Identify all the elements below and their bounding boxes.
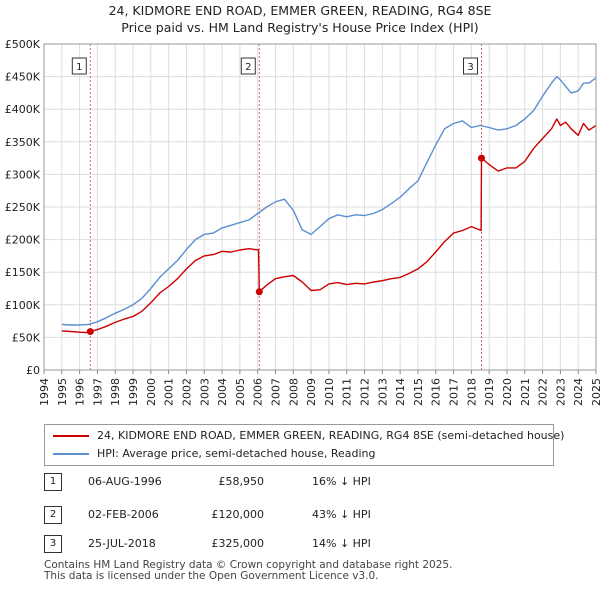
x-tick-label: 1994 <box>38 378 51 406</box>
sale-point <box>478 154 486 162</box>
x-tick-label: 2019 <box>483 378 496 406</box>
x-tick-label: 2008 <box>287 378 300 406</box>
x-tick-label: 2020 <box>501 378 514 406</box>
x-tick-label: 2003 <box>198 378 211 406</box>
x-tick-label: 1995 <box>56 378 69 406</box>
x-tick-label: 2012 <box>359 378 372 406</box>
transaction-price: £120,000 <box>211 508 265 521</box>
x-tick-label: 2023 <box>554 378 567 406</box>
legend-label-hpi: HPI: Average price, semi-detached house,… <box>97 447 376 460</box>
transaction-hpi: 43% ↓ HPI <box>312 508 371 521</box>
x-tick-label: 2004 <box>216 378 229 406</box>
x-tick-label: 2005 <box>234 378 247 406</box>
transaction-price: £325,000 <box>211 537 265 550</box>
x-tick-label: 2000 <box>145 378 158 406</box>
legend-swatch-property <box>53 435 89 437</box>
x-tick-label: 2021 <box>519 378 532 406</box>
x-tick-label: 2018 <box>465 378 478 406</box>
transaction-price: £58,950 <box>218 475 265 488</box>
sale-marker-box <box>71 57 87 75</box>
y-tick-label: £450K <box>5 71 41 84</box>
y-tick-label: £50K <box>12 331 41 344</box>
y-tick-label: £250K <box>5 201 41 214</box>
x-tick-label: 1996 <box>74 378 87 406</box>
sale-marker-box <box>463 57 479 75</box>
x-tick-label: 1997 <box>91 378 104 406</box>
x-tick-label: 2010 <box>323 378 336 406</box>
sale-marker-label: 3 <box>467 62 473 73</box>
x-tick-label: 2022 <box>537 378 550 406</box>
y-tick-label: £100K <box>5 299 41 312</box>
legend: 24, KIDMORE END ROAD, EMMER GREEN, READI… <box>44 424 564 466</box>
transaction-date: 02-FEB-2006 <box>88 508 159 521</box>
sale-marker-box <box>240 57 256 75</box>
y-tick-label: £150K <box>5 266 41 279</box>
transaction-row: 1 06-AUG-1996 £58,950 16% ↓ HPI <box>44 472 564 492</box>
title-line-1: 24, KIDMORE END ROAD, EMMER GREEN, READI… <box>108 3 492 18</box>
x-tick-label: 2014 <box>394 378 407 406</box>
transaction-date: 06-AUG-1996 <box>88 475 162 488</box>
chart-title: 24, KIDMORE END ROAD, EMMER GREEN, READI… <box>0 2 600 36</box>
transaction-hpi: 14% ↓ HPI <box>312 537 371 550</box>
footer-line-1: Contains HM Land Registry data © Crown c… <box>44 559 453 571</box>
x-tick-label: 2016 <box>430 378 443 406</box>
transaction-date: 25-JUL-2018 <box>88 537 156 550</box>
y-tick-label: £300K <box>5 168 41 181</box>
plot-border <box>43 43 597 371</box>
y-tick-label: £500K <box>5 38 41 51</box>
hpi-line <box>61 75 597 326</box>
x-tick-label: 1998 <box>109 378 122 406</box>
y-tick-label: £200K <box>5 234 41 247</box>
x-tick-label: 2001 <box>163 378 176 406</box>
sale-marker-label: 2 <box>245 62 251 73</box>
legend-swatch-hpi <box>53 453 89 455</box>
sale-point <box>255 288 263 296</box>
x-tick-label: 2007 <box>269 378 282 406</box>
x-tick-label: 1999 <box>127 378 140 406</box>
transaction-hpi: 16% ↓ HPI <box>312 475 371 488</box>
x-tick-label: 2011 <box>341 378 354 406</box>
transaction-badge: 1 <box>44 473 62 491</box>
transaction-badge: 3 <box>44 535 62 553</box>
y-tick-label: £0 <box>26 364 40 377</box>
x-tick-label: 2009 <box>305 378 318 406</box>
y-tick-label: £400K <box>5 103 41 116</box>
property-price-line <box>61 118 597 334</box>
footer-line-2: This data is licensed under the Open Gov… <box>44 570 379 582</box>
footer: Contains HM Land Registry data © Crown c… <box>44 560 452 582</box>
price-chart: £0 £50K £100K £150K £200K £250K £300K £350K £400… <box>5 38 600 406</box>
transaction-row: 3 25-JUL-2018 £325,000 14% ↓ HPI <box>44 534 564 554</box>
x-tick-label: 2015 <box>412 378 425 406</box>
x-tick-label: 2002 <box>180 378 193 406</box>
transaction-badge: 2 <box>44 506 62 524</box>
y-tick-label: £350K <box>5 136 41 149</box>
legend-label-property: 24, KIDMORE END ROAD, EMMER GREEN, READI… <box>97 429 565 442</box>
x-tick-label: 2013 <box>376 378 389 406</box>
x-tick-label: 2006 <box>252 378 265 406</box>
x-tick-label: 2024 <box>572 378 585 406</box>
sale-marker-label: 1 <box>76 62 82 73</box>
x-tick-label: 2017 <box>448 378 461 406</box>
title-line-2: Price paid vs. HM Land Registry's House … <box>121 20 479 35</box>
sale-point <box>86 328 94 336</box>
transaction-row: 2 02-FEB-2006 £120,000 43% ↓ HPI <box>44 505 564 525</box>
x-tick-label: 2025 <box>590 378 600 406</box>
